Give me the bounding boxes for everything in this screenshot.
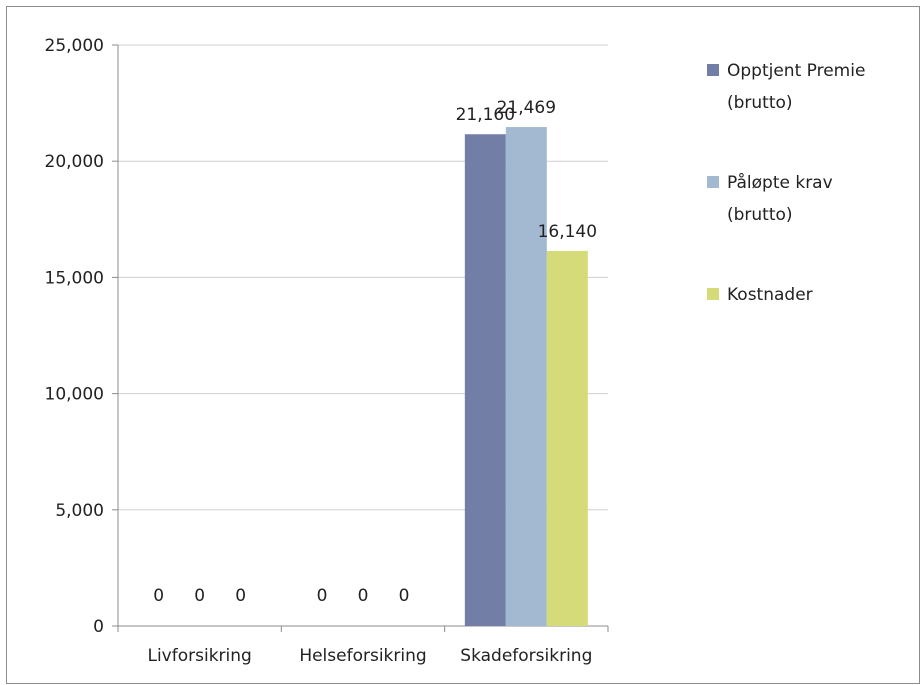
legend: Opptjent Premie (brutto) Påløpte krav (brut…: [707, 61, 865, 305]
y-tick-label: 5,000: [55, 501, 104, 521]
y-tick-label: 10,000: [45, 385, 104, 405]
legend-label: (brutto): [727, 93, 793, 113]
legend-label: Påløpte krav: [727, 172, 833, 193]
data-label: 0: [358, 586, 369, 606]
x-category-label: Helseforsikring: [299, 646, 426, 666]
data-label: 0: [317, 586, 328, 606]
bar: [505, 127, 547, 627]
legend-label: Kostnader: [727, 285, 813, 305]
bars: [464, 127, 588, 627]
data-label: 0: [235, 586, 246, 606]
legend-swatch: [707, 64, 719, 76]
y-tick-label: 25,000: [45, 36, 104, 56]
bar: [464, 134, 506, 627]
data-label: 0: [194, 586, 205, 606]
y-tick-label: 15,000: [45, 268, 104, 288]
data-label: 21,469: [497, 98, 556, 118]
x-category-label: Livforsikring: [147, 646, 251, 666]
y-tick-label: 20,000: [45, 152, 104, 172]
axes: 0 5,000 10,000 15,000 20,000 25,000 Livforsikr…: [45, 36, 609, 666]
chart-frame: [6, 6, 920, 684]
data-label: 21,160: [456, 105, 515, 125]
bar: [546, 250, 588, 626]
x-category-label: Skadeforsikring: [460, 646, 592, 666]
legend-swatch: [707, 176, 719, 188]
data-labels: 0 0 21,160 0 0 21,469 0 0 16,140: [153, 98, 597, 606]
data-label: 16,140: [538, 222, 597, 242]
y-tick-label: 0: [93, 617, 104, 637]
legend-swatch: [707, 288, 719, 300]
data-label: 0: [399, 586, 410, 606]
legend-label: (brutto): [727, 205, 793, 225]
legend-label: Opptjent Premie: [727, 61, 865, 81]
data-label: 0: [153, 586, 164, 606]
